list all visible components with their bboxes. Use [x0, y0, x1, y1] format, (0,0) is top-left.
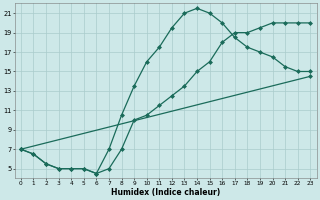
X-axis label: Humidex (Indice chaleur): Humidex (Indice chaleur): [111, 188, 220, 197]
